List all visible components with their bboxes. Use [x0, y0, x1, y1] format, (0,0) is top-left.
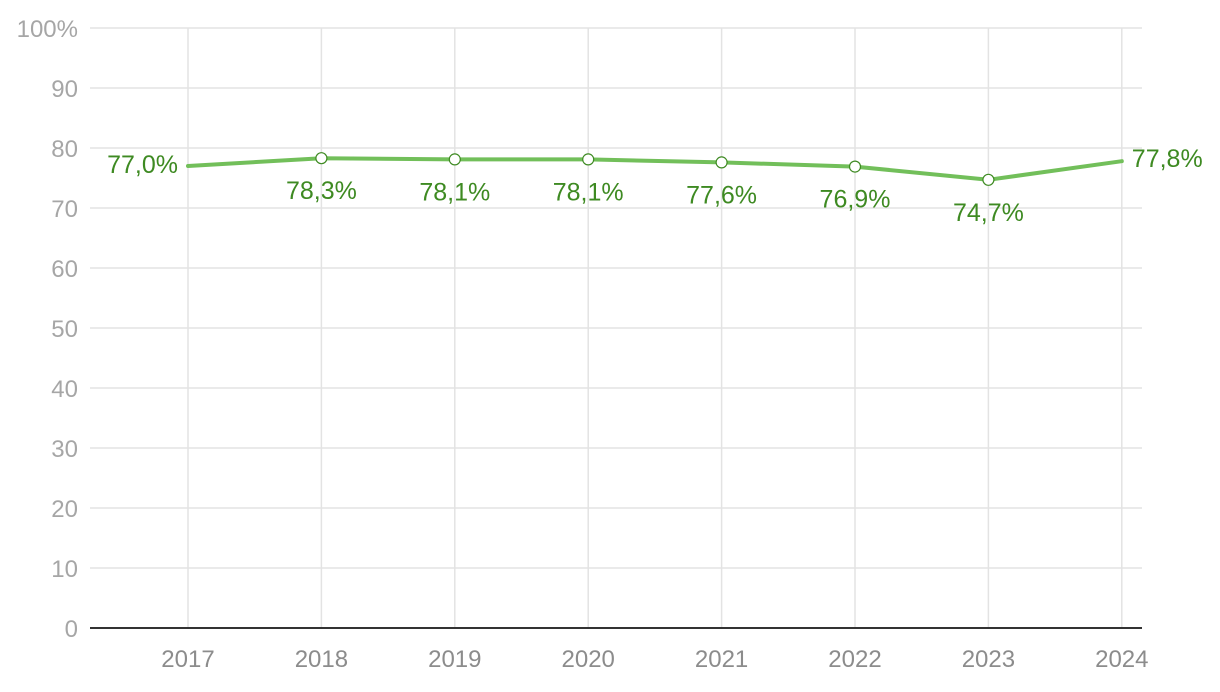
data-point	[848, 160, 862, 173]
x-tick-label: 2023	[962, 646, 1015, 673]
x-tick-label: 2021	[695, 646, 748, 673]
y-tick-label: 10	[51, 556, 78, 583]
x-tick-label: 2019	[428, 646, 481, 673]
x-tick-label: 2024	[1095, 646, 1148, 673]
data-label: 74,7%	[953, 199, 1024, 227]
data-point	[982, 173, 995, 186]
y-tick-label: 20	[51, 496, 78, 523]
data-label: 77,8%	[1132, 145, 1203, 173]
data-label: 77,0%	[107, 151, 178, 179]
series-line	[186, 156, 1124, 182]
horizontal-gridlines	[90, 27, 1142, 569]
x-tick-label: 2017	[161, 646, 214, 673]
y-tick-label: 30	[51, 436, 78, 463]
data-label: 78,3%	[286, 177, 357, 205]
y-tick-label: 70	[51, 196, 78, 223]
y-tick-label: 0	[65, 616, 78, 643]
x-tick-label: 2020	[562, 646, 615, 673]
y-tick-label: 60	[51, 256, 78, 283]
series-group	[186, 152, 1124, 186]
y-tick-label: 90	[51, 76, 78, 103]
y-tick-label: 100%	[17, 16, 78, 43]
x-axis-tick-labels: 2017 2018 2019 2020 2021 2022 2023 2024	[161, 646, 1148, 673]
data-label: 78,1%	[419, 178, 490, 206]
y-tick-label: 50	[51, 316, 78, 343]
y-tick-label: 80	[51, 136, 78, 163]
y-tick-label: 40	[51, 376, 78, 403]
data-label: 76,9%	[820, 186, 891, 214]
data-point	[315, 152, 328, 165]
y-axis-tick-labels: 0 10 20 30 40 50 60 70 80 90 100%	[17, 16, 78, 643]
vertical-gridlines	[187, 28, 1123, 628]
data-point	[448, 153, 461, 166]
data-labels: 77,0% 78,3% 78,1% 78,1% 77,6% 76,9% 74,7% 77,8%	[107, 145, 1203, 227]
data-point	[715, 156, 728, 169]
x-tick-label: 2018	[295, 646, 348, 673]
data-label: 77,6%	[686, 181, 757, 209]
data-point	[582, 153, 595, 166]
x-tick-label: 2022	[828, 646, 881, 673]
data-label: 78,1%	[553, 178, 624, 206]
